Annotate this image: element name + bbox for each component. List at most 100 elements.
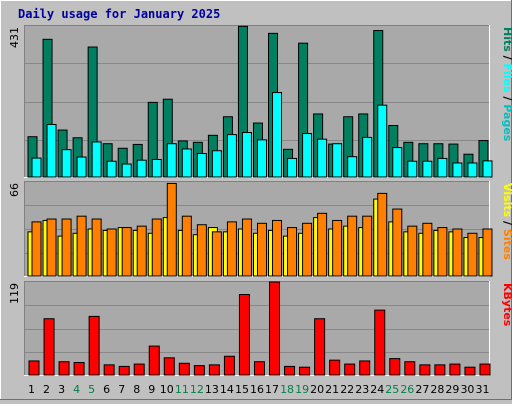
x-tick-label-day-4: 4 [73, 383, 80, 396]
bar-files-day-18 [287, 157, 298, 178]
bar-kbytes-day-16 [253, 361, 265, 376]
x-tick-label-day-15: 15 [235, 383, 249, 396]
bar-files-day-16 [256, 139, 267, 178]
bar-kbytes-day-8 [133, 363, 145, 376]
bar-kbytes-day-22 [344, 363, 356, 376]
bar-kbytes-day-9 [148, 345, 160, 376]
x-tick-label-day-1: 1 [28, 383, 35, 396]
bar-kbytes-day-31 [479, 363, 491, 376]
bar-sites-day-22 [347, 215, 358, 277]
bar-files-day-5 [91, 141, 102, 178]
bar-files-day-17 [272, 92, 283, 178]
x-tick-label-day-6: 6 [103, 383, 110, 396]
bar-files-day-14 [226, 134, 237, 178]
bar-kbytes-day-15 [238, 294, 250, 376]
bar-files-day-20 [317, 138, 328, 178]
x-tick-label-day-12: 12 [190, 383, 204, 396]
bar-sites-day-21 [332, 219, 343, 277]
bar-kbytes-day-6 [103, 364, 115, 376]
legend-separator: / [501, 93, 512, 105]
x-tick-label-day-7: 7 [118, 383, 125, 396]
bar-files-day-2 [46, 123, 57, 178]
x-tick-label-day-9: 9 [148, 383, 155, 396]
x-tick-label-day-27: 27 [415, 383, 429, 396]
bar-files-day-8 [136, 159, 147, 178]
x-tick-label-day-26: 26 [400, 383, 414, 396]
legend-separator: / [501, 217, 512, 229]
bar-kbytes-day-30 [464, 366, 476, 376]
bar-sites-day-23 [362, 215, 373, 277]
bar-kbytes-day-26 [404, 361, 416, 376]
panel-visits-sites: 66 Visits / Sites [8, 181, 512, 277]
bar-kbytes-day-18 [284, 365, 296, 376]
ymax-label: 431 [8, 27, 21, 48]
legend-item-pages: Pages [501, 104, 512, 142]
bar-files-day-12 [196, 153, 207, 178]
legend-separator: / [501, 52, 512, 64]
legend: Visits / Sites [501, 183, 512, 260]
bar-kbytes-day-5 [88, 315, 100, 376]
bar-sites-day-5 [91, 218, 102, 277]
bar-kbytes-day-2 [43, 318, 55, 376]
bar-kbytes-day-19 [299, 366, 311, 376]
x-tick-label-day-16: 16 [250, 383, 264, 396]
bar-kbytes-day-23 [359, 360, 371, 376]
bar-sites-day-3 [61, 218, 72, 277]
x-tick-label-day-17: 17 [265, 383, 279, 396]
bar-files-day-22 [347, 156, 358, 178]
bar-files-day-1 [31, 157, 42, 178]
bar-sites-day-9 [151, 218, 162, 277]
bar-files-day-9 [151, 158, 162, 178]
x-tick-label-day-31: 31 [475, 383, 489, 396]
bar-kbytes-day-14 [223, 355, 235, 376]
bar-sites-day-1 [31, 221, 42, 277]
x-tick-label-day-21: 21 [325, 383, 339, 396]
bar-sites-day-20 [317, 212, 328, 277]
bar-sites-day-30 [467, 232, 478, 277]
bar-sites-day-6 [106, 228, 117, 277]
bar-kbytes-day-11 [178, 362, 190, 376]
chart-title: Daily usage for January 2025 [18, 7, 221, 21]
ymax-label: 119 [8, 283, 21, 304]
x-tick-label-day-29: 29 [445, 383, 459, 396]
bar-kbytes-day-13 [208, 364, 220, 376]
bar-sites-day-25 [392, 208, 403, 277]
bar-sites-day-13 [211, 231, 222, 277]
legend: KBytes [501, 283, 512, 327]
bar-sites-day-17 [272, 219, 283, 277]
bar-kbytes-day-3 [58, 361, 70, 376]
bar-files-day-21 [332, 143, 343, 178]
bar-kbytes-day-12 [193, 365, 205, 376]
bar-sites-day-11 [181, 215, 192, 277]
x-tick-label-day-3: 3 [58, 383, 65, 396]
x-tick-label-day-22: 22 [340, 383, 354, 396]
bar-kbytes-day-20 [314, 318, 326, 376]
bar-files-day-10 [166, 143, 177, 178]
bar-kbytes-day-1 [28, 360, 40, 376]
bar-files-day-7 [121, 163, 132, 178]
bar-sites-day-15 [241, 218, 252, 277]
bar-files-day-19 [302, 133, 313, 178]
x-tick-label-day-18: 18 [280, 383, 294, 396]
legend-item-visits: Visits [501, 183, 512, 218]
legend-item-kbytes: KBytes [501, 283, 512, 327]
bar-sites-day-12 [196, 224, 207, 277]
bar-sites-day-16 [256, 222, 267, 277]
legend-item-files: Files [501, 63, 512, 93]
bar-sites-day-29 [452, 228, 463, 277]
bar-sites-day-8 [136, 225, 147, 277]
bar-files-day-6 [106, 160, 117, 178]
bar-kbytes-day-24 [374, 309, 386, 376]
bar-files-day-27 [422, 160, 433, 178]
bar-sites-day-4 [76, 215, 87, 277]
bar-files-day-31 [482, 160, 493, 178]
bar-kbytes-day-25 [389, 358, 401, 376]
bar-kbytes-day-27 [419, 364, 431, 376]
bar-sites-day-24 [377, 192, 388, 277]
x-tick-label-day-11: 11 [175, 383, 189, 396]
x-tick-label-day-10: 10 [160, 383, 174, 396]
bar-kbytes-day-4 [73, 361, 85, 376]
bar-sites-day-27 [422, 222, 433, 277]
